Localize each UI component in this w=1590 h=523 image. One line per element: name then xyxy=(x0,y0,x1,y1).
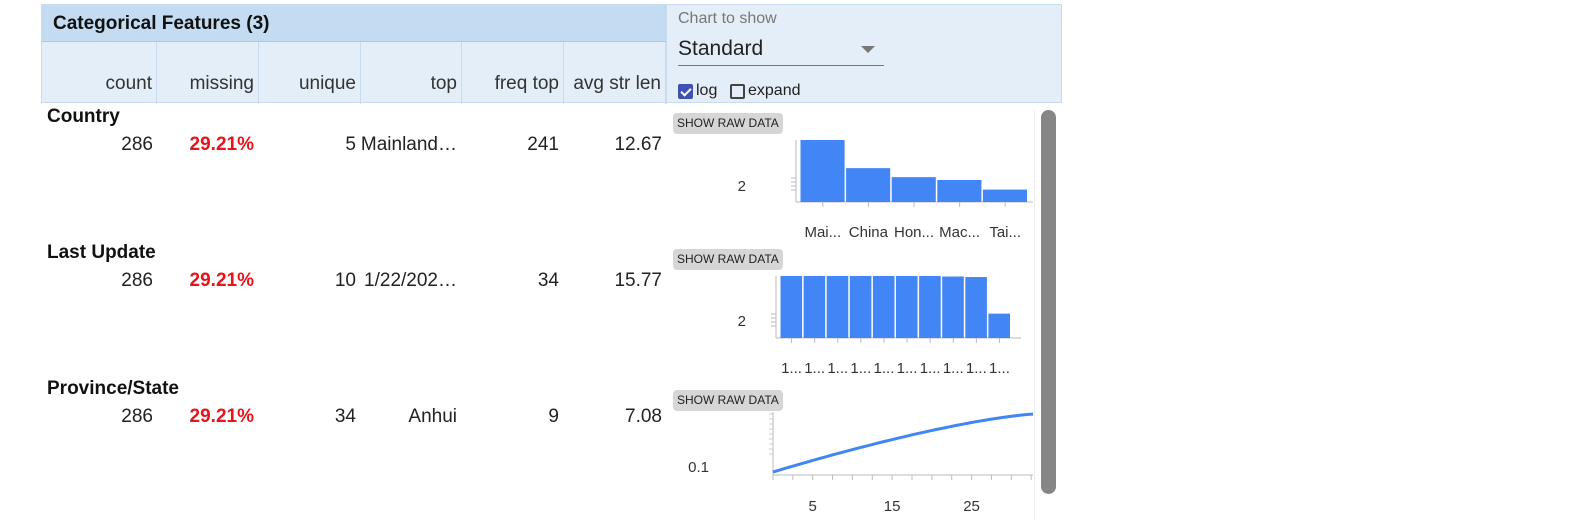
top-value: Mainland… xyxy=(360,134,457,155)
unique-value: 5 xyxy=(345,134,356,155)
avg-str-len-value: 7.08 xyxy=(625,406,662,427)
y-tick-label: 2 xyxy=(738,313,746,330)
bar xyxy=(872,276,895,338)
section-title: Categorical Features (3) xyxy=(42,5,666,42)
missing-value: 29.21% xyxy=(189,270,254,291)
x-tick-label: China xyxy=(849,224,889,240)
bar xyxy=(826,276,849,338)
y-tick-label: 2 xyxy=(738,178,746,195)
x-tick-label: 1... xyxy=(920,360,941,376)
chart-controls: Chart to show Standard log expand xyxy=(666,5,1063,104)
count-value: 286 xyxy=(121,270,153,291)
bar xyxy=(800,140,845,202)
checkbox-unchecked-icon xyxy=(730,83,745,99)
missing-value: 29.21% xyxy=(189,134,254,155)
unique-value: 10 xyxy=(334,270,356,291)
chart-select-label: Chart to show xyxy=(678,10,777,27)
x-tick-label: 1... xyxy=(966,360,987,376)
bar xyxy=(988,313,1010,338)
table-header: Categorical Features (3) count missing u… xyxy=(41,4,1063,104)
feature-row: Country 286 29.21% 5 Mainland… 241 12.67… xyxy=(41,104,1041,240)
count-value: 286 xyxy=(121,134,153,155)
cumulative-line xyxy=(772,412,1033,474)
x-tick-label: 1... xyxy=(989,360,1010,376)
y-tick-label: 0.1 xyxy=(688,459,709,476)
x-tick-label: 1... xyxy=(897,360,918,376)
feature-row: Province/State 286 29.21% 34 Anhui 9 7.0… xyxy=(41,376,1041,515)
avg-str-len-value: 15.77 xyxy=(614,270,662,291)
log-checkbox[interactable]: log xyxy=(678,81,717,101)
feature-row: Last Update 286 29.21% 10 1/22/202… 34 1… xyxy=(41,240,1041,376)
col-header-missing[interactable]: missing xyxy=(157,42,259,104)
bar xyxy=(937,180,982,202)
x-tick-label: 1... xyxy=(850,360,871,376)
bar xyxy=(849,276,872,338)
col-header-avg-str-len[interactable]: avg str len xyxy=(564,42,666,104)
x-tick-label: 1... xyxy=(804,360,825,376)
x-tick-label: 1... xyxy=(827,360,848,376)
x-tick-label: Tai... xyxy=(989,224,1021,240)
unique-value: 34 xyxy=(334,406,356,427)
show-raw-data-button[interactable]: SHOW RAW DATA xyxy=(673,249,783,270)
bar xyxy=(942,276,964,338)
bar xyxy=(803,276,826,338)
chart-select-value: Standard xyxy=(678,37,764,60)
expand-checkbox[interactable]: expand xyxy=(730,81,801,101)
show-raw-data-button[interactable]: SHOW RAW DATA xyxy=(673,390,783,411)
feature-name: Country xyxy=(47,106,120,127)
last-update-bar-chart: 1... 1... 1... 1... 1... 1... 1... 1... 1... 1...… xyxy=(738,276,1021,376)
bar xyxy=(846,168,891,202)
freq-top-value: 34 xyxy=(537,270,559,291)
log-label: log xyxy=(696,82,718,99)
scrollbar-thumb[interactable] xyxy=(1041,110,1056,494)
top-value: 1/22/202… xyxy=(364,270,457,291)
feature-name: Province/State xyxy=(47,378,179,399)
province-line-chart: 5 15 25 0.1 xyxy=(688,412,1033,515)
x-tick-label: 1... xyxy=(781,360,802,376)
chart-select[interactable]: Standard xyxy=(678,33,884,66)
x-tick-label: 25 xyxy=(963,498,980,515)
col-header-freq-top[interactable]: freq top xyxy=(462,42,564,104)
x-tick-label: 5 xyxy=(809,498,817,515)
freq-top-value: 9 xyxy=(548,406,559,427)
col-header-count[interactable]: count xyxy=(42,42,157,104)
freq-top-value: 241 xyxy=(527,134,559,155)
bar xyxy=(919,276,941,338)
bar xyxy=(965,277,987,338)
bar xyxy=(896,276,918,338)
feature-name: Last Update xyxy=(47,242,156,263)
x-tick-label: Mac... xyxy=(939,224,980,240)
country-bar-chart: Mai... China Hon... Mac... Tai... 2 xyxy=(738,140,1033,240)
scrollbar-track[interactable] xyxy=(1034,110,1057,520)
checkbox-checked-icon xyxy=(678,83,693,99)
x-tick-label: Hon... xyxy=(894,224,934,240)
count-value: 286 xyxy=(121,406,153,427)
missing-value: 29.21% xyxy=(189,406,254,427)
col-header-top[interactable]: top xyxy=(361,42,462,104)
top-value: Anhui xyxy=(408,406,457,427)
x-tick-label: Mai... xyxy=(804,224,841,240)
bar xyxy=(982,189,1027,202)
col-header-unique[interactable]: unique xyxy=(259,42,361,104)
show-raw-data-button[interactable]: SHOW RAW DATA xyxy=(673,113,783,134)
x-tick-label: 15 xyxy=(884,498,901,515)
x-tick-label: 1... xyxy=(874,360,895,376)
bar xyxy=(891,177,936,202)
expand-label: expand xyxy=(748,82,801,99)
bar xyxy=(780,276,803,338)
caret-down-icon xyxy=(861,46,875,53)
avg-str-len-value: 12.67 xyxy=(614,134,662,155)
x-tick-label: 1... xyxy=(943,360,964,376)
